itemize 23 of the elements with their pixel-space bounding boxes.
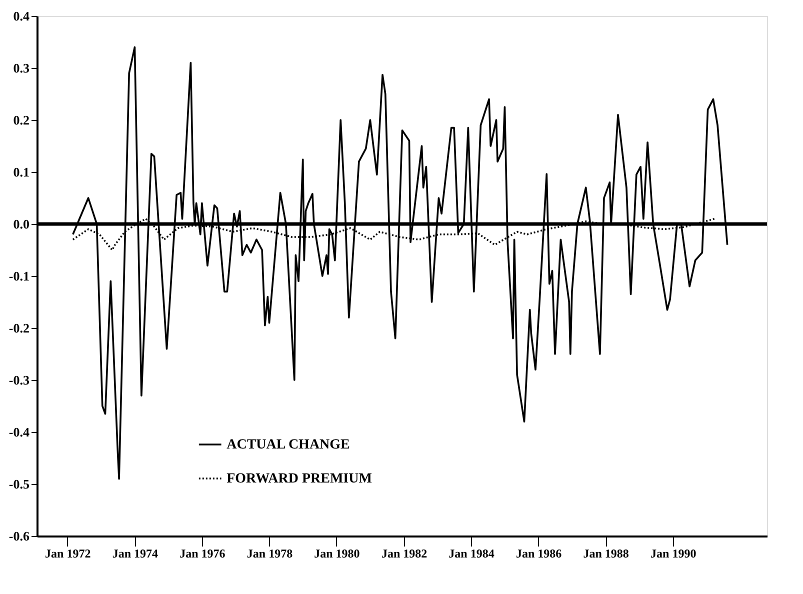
x-tick-label: Jan 1984 [448,546,494,560]
y-tick-label: -0.5 [8,476,30,492]
legend-label: ACTUAL CHANGE [226,438,350,452]
x-tick-label: Jan 1980 [314,546,360,560]
x-tick-label: Jan 1982 [381,546,428,560]
y-tick-label: -0.3 [8,372,30,388]
legend-label: FORWARD PREMIUM [226,472,372,486]
x-tick-label: Jan 1986 [516,546,562,560]
y-tick-label: -0.4 [8,424,30,440]
y-tick-label: 0.1 [13,164,30,180]
x-tick-label: Jan 1978 [246,546,293,560]
y-tick-label: -0.2 [8,320,30,336]
y-tick-label: 0.2 [13,112,30,128]
x-tick-label: Jan 1990 [650,546,696,560]
y-tick-label: 0.0 [13,216,30,232]
x-tick-label: Jan 1988 [583,546,629,560]
y-tick-label: 0.4 [13,8,30,24]
x-tick-label: Jan 1974 [112,546,158,560]
y-tick-label: 0.3 [13,60,30,76]
x-tick-label: Jan 1972 [45,546,91,560]
y-tick-label: -0.1 [8,268,30,284]
y-tick-label: -0.6 [8,528,30,544]
x-tick-label: Jan 1976 [180,546,226,560]
